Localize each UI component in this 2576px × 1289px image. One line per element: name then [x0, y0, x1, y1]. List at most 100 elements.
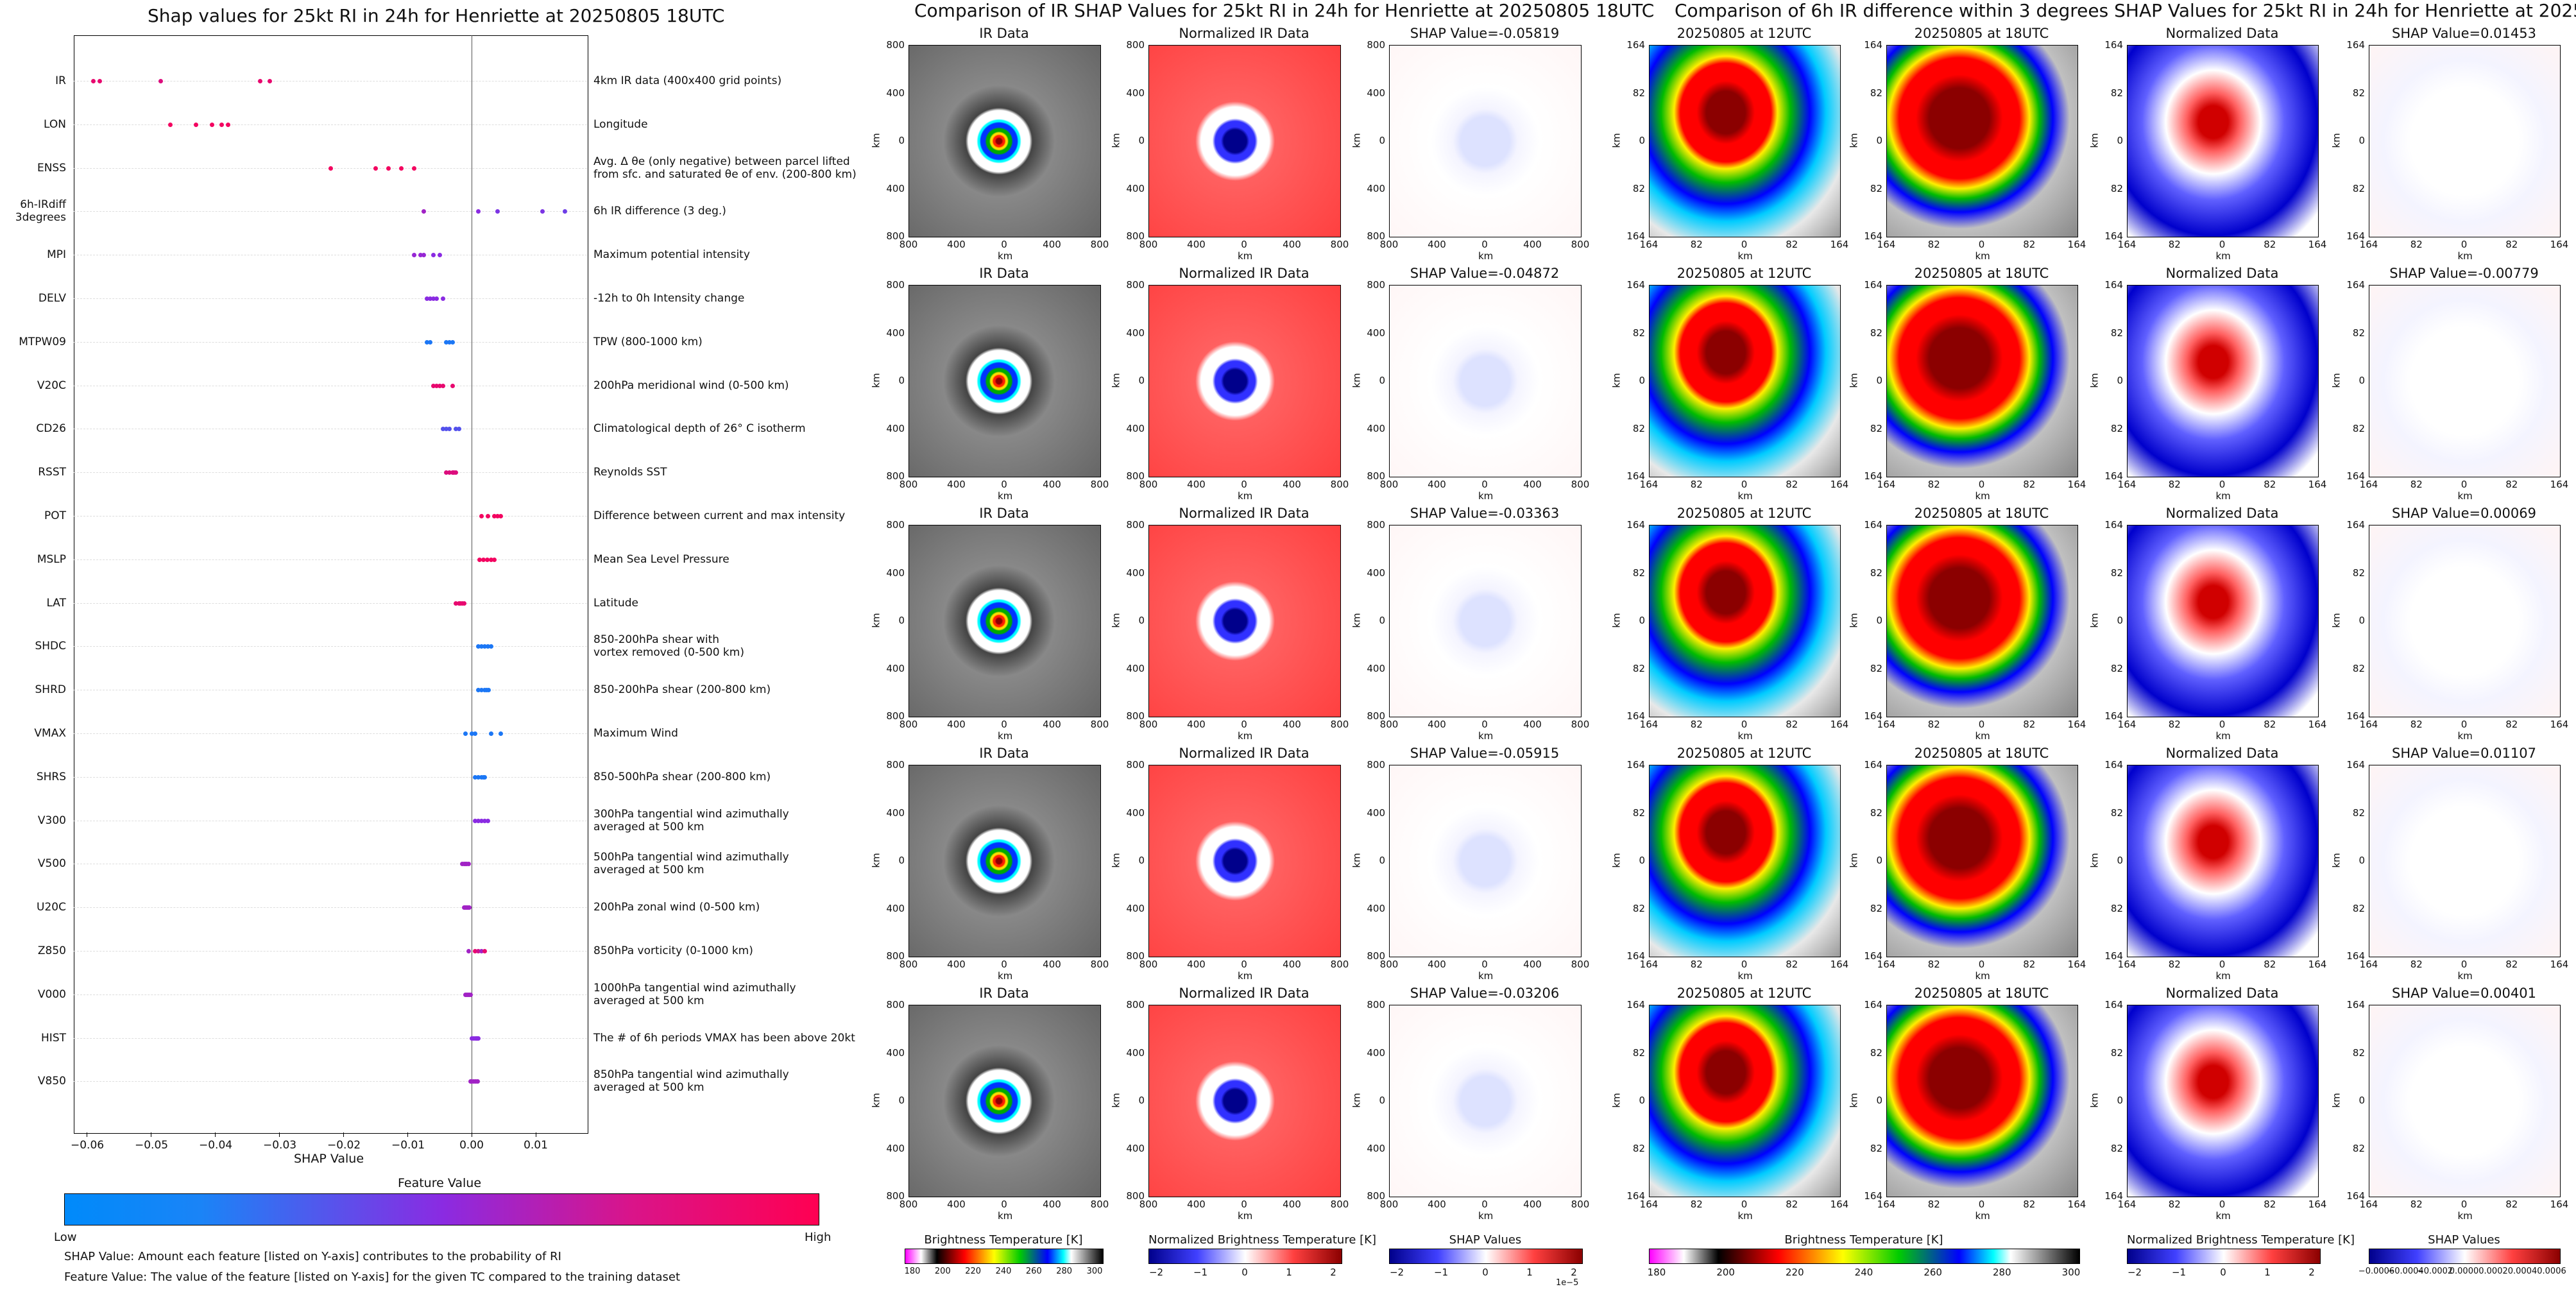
x-tick-label: 164 [2308, 719, 2327, 730]
y-tick-label: 82 [2110, 567, 2123, 579]
y-tick-label: 82 [1870, 327, 1882, 339]
x-tick-label: 82 [1690, 719, 1703, 730]
shap-point [258, 79, 262, 83]
shap-point [444, 470, 448, 475]
shap-heatmap [2369, 45, 2561, 237]
y-tick-label: 0 [1138, 375, 1145, 386]
x-axis-label: km [2457, 970, 2473, 982]
shap-point [481, 557, 486, 562]
x-tick-label: 0 [2461, 239, 2468, 250]
x-tick-label: 400 [1283, 959, 1301, 970]
colorbar-title: Normalized Brightness Temperature [K] [1148, 1233, 1376, 1247]
x-tick-label: 82 [1690, 479, 1703, 490]
x-tick-label: 164 [2550, 959, 2569, 970]
x-tick-label: 800 [1139, 1199, 1158, 1210]
y-tick-label: 400 [1126, 902, 1145, 914]
shap-point [444, 427, 448, 432]
feature-label: MPI [47, 248, 66, 262]
x-tick-label: 0 [1741, 479, 1748, 490]
feature-label: SHRS [36, 770, 66, 783]
x-tick-label: 0 [1741, 1199, 1748, 1210]
y-tick-label: 164 [1626, 950, 1645, 962]
x-tick-label: 0 [1978, 239, 1985, 250]
colorbar-tick-label: −1 [1193, 1267, 1208, 1278]
y-axis-label: km [2330, 1093, 2342, 1108]
x-tick-label: 82 [2023, 1199, 2036, 1210]
y-tick-label: 82 [2110, 422, 2123, 434]
x-tick-label: 800 [899, 959, 918, 970]
feature-description: Longitude [593, 117, 648, 131]
x-tick-label: 164 [2308, 479, 2327, 490]
shap-point [386, 166, 391, 171]
shap-point [447, 427, 452, 432]
x-tick-label: 800 [1330, 479, 1349, 490]
shap-point [476, 949, 481, 953]
y-tick-label: 82 [2352, 182, 2365, 194]
shap-point [492, 514, 497, 518]
y-axis-label: km [2330, 133, 2342, 148]
x-tick-label: 164 [1830, 959, 1849, 970]
y-tick-label: 164 [1864, 710, 1882, 722]
subplot-title: 20250805 at 12UTC [1676, 986, 1812, 1001]
x-tick-label: 800 [899, 719, 918, 730]
shap-heatmap [1389, 45, 1582, 237]
x-tick-label: 82 [2023, 719, 2036, 730]
y-tick-label: 0 [898, 855, 905, 866]
y-tick-label: 400 [1126, 567, 1145, 579]
subplot-title: 20250805 at 12UTC [1676, 26, 1812, 41]
colorbar-tick-label: 0.0004 [2507, 1267, 2538, 1276]
x-tick-label: 400 [1043, 479, 1061, 490]
satellite-image [908, 525, 1101, 717]
shap-point [428, 296, 432, 301]
subplot-title: Normalized IR Data [1179, 26, 1309, 41]
y-axis-label: km [1610, 1093, 1623, 1108]
x-tick-mark [215, 1132, 216, 1137]
x-tick-label: 164 [2117, 719, 2137, 730]
y-axis-label: km [1110, 853, 1122, 868]
row-gridline [74, 341, 587, 343]
x-tick-label: 400 [1283, 1199, 1301, 1210]
colorbar-tick-label: −1 [2171, 1267, 2187, 1278]
shap-point [486, 644, 490, 649]
feature-value-colorbar [64, 1193, 819, 1225]
feature-description: 1000hPa tangential wind azimuthally aver… [593, 981, 796, 1007]
y-tick-label: 0 [1379, 1095, 1385, 1106]
y-tick-label: 0 [1138, 615, 1145, 626]
shap-subplot-title: SHAP Value=-0.00779 [2389, 266, 2539, 281]
y-tick-label: 400 [1126, 87, 1145, 99]
colorbar-tick-label: 1 [1526, 1267, 1533, 1278]
x-axis-label: km [1238, 250, 1253, 262]
y-axis-label: km [1110, 133, 1122, 148]
subplot-title: Normalized Data [2165, 506, 2279, 521]
shap-point [479, 949, 484, 953]
row-gridline [74, 385, 587, 387]
y-axis-label: km [1848, 1093, 1860, 1108]
y-tick-label: 800 [1367, 1190, 1385, 1202]
x-tick-label: 0 [1978, 959, 1985, 970]
feature-label: V500 [37, 857, 66, 871]
x-tick-label: 800 [899, 1199, 918, 1210]
y-axis-label: km [1110, 373, 1122, 388]
y-tick-label: 82 [1870, 422, 1882, 434]
shap-point [477, 557, 482, 562]
y-tick-label: 82 [2352, 807, 2365, 819]
x-tick-label: 164 [2308, 239, 2327, 250]
shap-point [441, 383, 445, 388]
y-tick-label: 800 [1126, 230, 1145, 242]
colorbar-tick-label: 2 [1330, 1267, 1336, 1278]
y-tick-label: 800 [886, 470, 905, 482]
subplot-title: Normalized Data [2165, 266, 2279, 281]
x-tick-label: 800 [1571, 959, 1590, 970]
y-tick-label: 0 [1138, 135, 1145, 146]
shap-point [431, 253, 436, 258]
x-tick-label: 164 [1639, 239, 1659, 250]
x-tick-label: 82 [2168, 479, 2181, 490]
x-axis-label: km [2457, 490, 2473, 502]
x-axis-label: km [1238, 730, 1253, 742]
y-tick-label: 800 [1367, 519, 1385, 531]
shap-point [91, 79, 96, 83]
feature-label: SHDC [35, 640, 66, 653]
x-tick-label: 164 [2117, 239, 2137, 250]
shap-subplot-title: SHAP Value=-0.03363 [1410, 506, 1560, 521]
shap-point [454, 601, 458, 606]
